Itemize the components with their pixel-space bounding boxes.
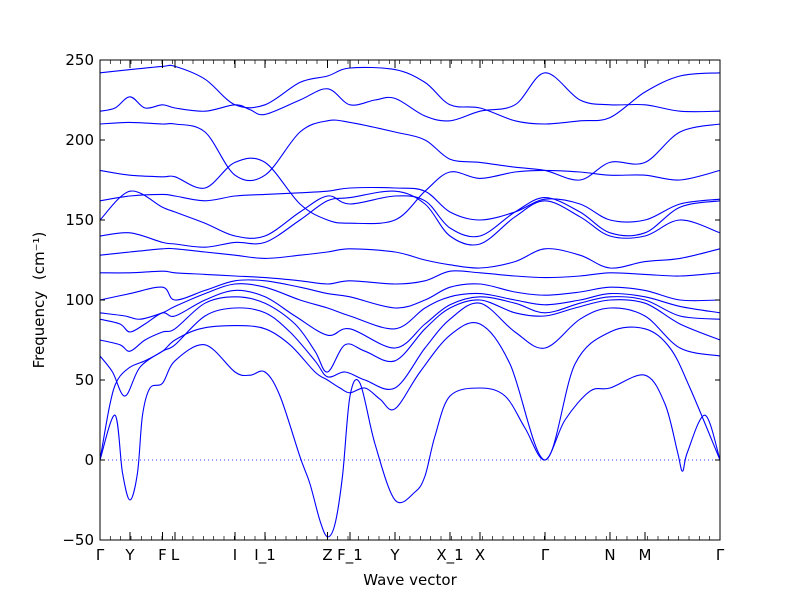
x-tick-label: Z: [322, 546, 332, 564]
band-line-15: [99, 72, 721, 122]
band-line-9: [99, 247, 721, 269]
x-tick-label: L: [171, 546, 180, 564]
x-tick-label: M: [639, 546, 652, 564]
axes: −50 0 50 100 150 200 250 Γ Y F L I I_1 Z F_1 Y X_1 X Γ N M Γ: [62, 51, 724, 565]
y-tick-label: −50: [62, 531, 94, 549]
x-tick-label: Γ: [541, 546, 550, 564]
x-tick-label: I: [233, 546, 237, 564]
y-axis-title: Frequency (cm⁻¹): [30, 232, 48, 369]
y-axis-title-main: Frequency: [30, 291, 48, 369]
x-tick-label: N: [604, 546, 615, 564]
band-line-1: [99, 344, 721, 538]
band-line-3: [99, 302, 721, 397]
y-tick-label: 150: [65, 211, 94, 229]
x-tick-label: F_1: [337, 546, 363, 565]
x-tick-label: Y: [124, 546, 135, 564]
band-line-6: [99, 283, 721, 330]
x-tick-label: I_1: [254, 546, 275, 565]
band-line-8: [99, 270, 721, 285]
y-tick-label: 100: [65, 291, 94, 309]
y-axis-title-unit: (cm⁻¹): [30, 232, 48, 281]
band-line-5: [99, 289, 721, 349]
band-lines: [99, 64, 721, 538]
x-axis-title: Wave vector: [363, 571, 457, 589]
x-tick-label: Γ: [96, 546, 105, 564]
y-tick-label: 200: [65, 131, 94, 149]
band-line-16: [99, 64, 721, 125]
x-tick-label: Γ: [716, 546, 725, 564]
band-line-4: [99, 296, 721, 373]
band-line-12: [99, 187, 721, 223]
y-tick-label: 0: [84, 451, 94, 469]
band-line-11: [99, 190, 721, 239]
band-line-2: [99, 322, 721, 461]
band-line-14: [99, 119, 721, 182]
x-tick-label: X: [475, 546, 485, 564]
y-tick-label: 250: [65, 51, 94, 69]
x-tick-label: F: [158, 546, 167, 564]
band-line-7: [99, 279, 721, 309]
x-tick-label: Y: [389, 546, 400, 564]
y-tick-label: 50: [75, 371, 94, 389]
band-line-10: [99, 190, 721, 248]
x-tick-label: X_1: [436, 546, 463, 565]
band-line-13: [99, 157, 721, 225]
